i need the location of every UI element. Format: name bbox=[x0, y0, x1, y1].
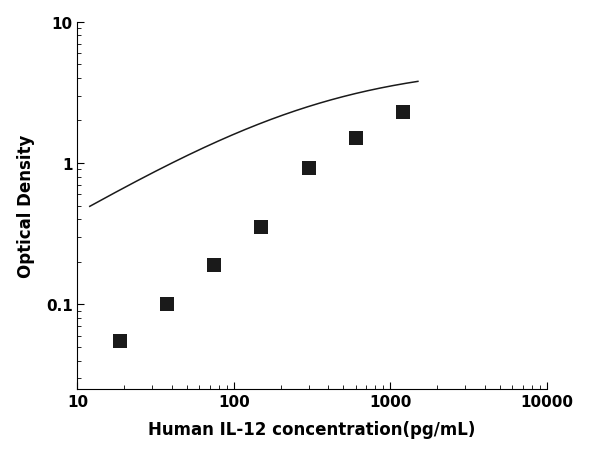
Y-axis label: Optical Density: Optical Density bbox=[17, 135, 35, 278]
Point bbox=[398, 109, 408, 116]
Point bbox=[257, 224, 266, 232]
Point bbox=[304, 165, 313, 172]
Point bbox=[162, 300, 172, 308]
Point bbox=[209, 262, 219, 269]
X-axis label: Human IL-12 concentration(pg/mL): Human IL-12 concentration(pg/mL) bbox=[149, 420, 476, 438]
Point bbox=[116, 338, 125, 345]
Point bbox=[351, 135, 360, 142]
